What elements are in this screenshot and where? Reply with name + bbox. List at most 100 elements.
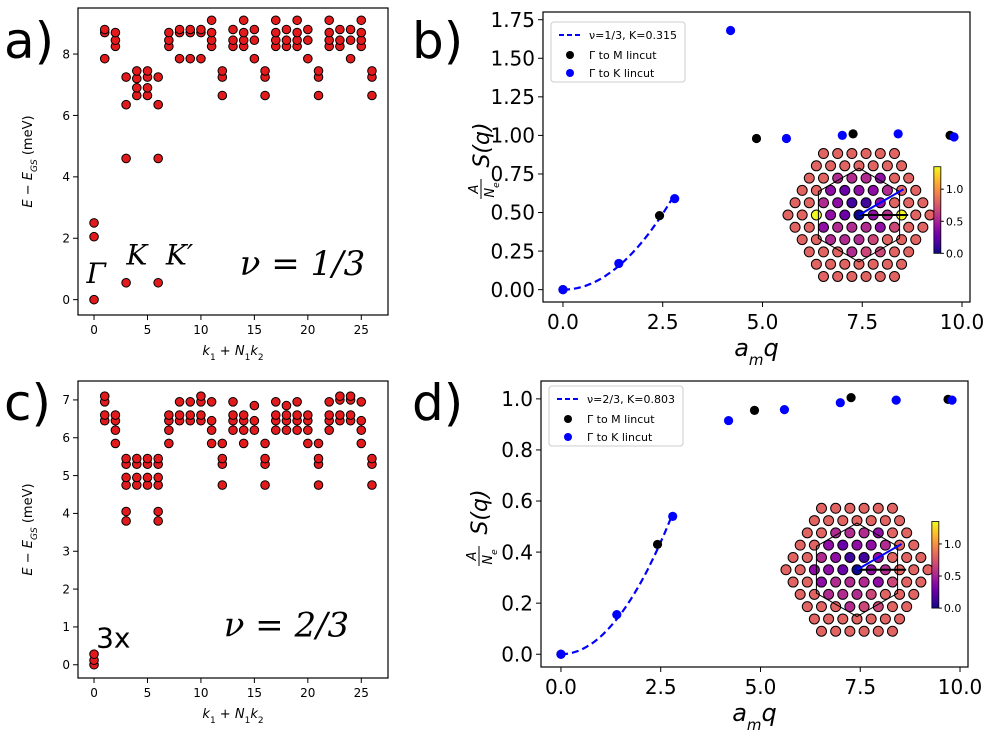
inset-site-d [872, 625, 884, 637]
data-point-c [313, 453, 324, 464]
data-point-c [217, 438, 228, 449]
inset-site-d [886, 551, 898, 563]
y-tick-label-c: 5 [62, 469, 70, 483]
inset-site-d [837, 539, 849, 551]
data-point-c [249, 400, 260, 411]
inset-site-d [844, 576, 856, 588]
inset-site-b [796, 234, 808, 246]
inset-d: 0.0 0.5 1.0 [780, 502, 962, 637]
legend-marker-b [566, 51, 574, 59]
inset-site-d [794, 588, 806, 600]
y-tick-label-b: 0.50 [490, 201, 535, 225]
x-tick-label-d: 7.5 [844, 675, 876, 699]
inset-site-d [858, 601, 870, 613]
data-point-c [356, 415, 367, 426]
data-point-a [324, 15, 335, 26]
colorbar-tick-label-b: 1.0 [946, 183, 964, 196]
x-tick-label-a: 10 [193, 323, 208, 337]
data-point-d-gm [652, 539, 663, 550]
y-label-sq-b: S(q) [470, 122, 495, 167]
data-point-a [356, 27, 367, 38]
data-point-a [164, 27, 174, 38]
data-point-a [345, 53, 356, 64]
inset-colorbar-d [931, 521, 940, 609]
x-axis-label-d: amq [732, 699, 777, 734]
panel-label-b: b) [412, 12, 463, 70]
plot-frame-b [542, 11, 971, 303]
colorbar-tick-label-d: 1.0 [944, 538, 962, 551]
inset-site-d [908, 588, 920, 600]
inset-site-d [901, 601, 913, 613]
data-point-c [303, 438, 313, 449]
data-point-a [292, 15, 302, 26]
data-point-a [174, 24, 185, 35]
inset-site-b [896, 258, 908, 270]
y-tick-label-b: 0.75 [490, 162, 535, 186]
inset-site-b [817, 148, 829, 160]
inset-site-b [867, 258, 879, 270]
data-point-d-gk [612, 610, 622, 620]
y-label-sq-d: S(q) [468, 489, 493, 534]
plot-frame-d [540, 380, 969, 668]
inset-site-d [815, 527, 827, 539]
data-point-a [142, 83, 153, 93]
inset-site-b [803, 197, 815, 209]
data-point-a [303, 24, 313, 35]
inset-colorbar-b [933, 166, 942, 254]
data-point-c [260, 453, 270, 464]
inset-site-b [888, 270, 900, 282]
inset-site-d [823, 564, 835, 576]
data-point-c [228, 410, 238, 420]
y-axis-label-a: E − EGS (meV) [21, 115, 40, 207]
y-tick-label-a: 6 [62, 109, 70, 123]
inset-site-b [860, 172, 872, 184]
data-point-a [260, 90, 270, 101]
data-point-c [110, 438, 121, 449]
inset-site-d [879, 588, 891, 600]
legend-box-b [550, 21, 686, 83]
legend-label-d: Γ to M lincut [587, 413, 655, 426]
fit-curve-b [562, 193, 676, 291]
inset-site-b [910, 234, 922, 246]
data-point-c [121, 516, 131, 526]
x-tick-label-c: 10 [193, 686, 208, 700]
data-point-d-gk [779, 405, 790, 415]
inset-site-b [874, 172, 886, 184]
data-point-c [367, 453, 377, 464]
inset-site-b [803, 172, 815, 184]
inset-site-d [830, 625, 842, 637]
data-point-c [153, 516, 163, 526]
x-axis-label-b: amq [734, 334, 779, 369]
inset-site-d [886, 625, 898, 637]
inset-site-b [789, 197, 801, 209]
data-point-b-gm [654, 211, 665, 221]
data-point-a [367, 66, 377, 76]
data-point-c [270, 397, 281, 407]
inset-site-d [901, 551, 913, 563]
inset-site-d [794, 564, 806, 576]
data-point-a [335, 35, 345, 46]
inset-site-d [815, 625, 827, 637]
x-tick-label-c: 0 [90, 686, 98, 700]
inset-site-d [808, 515, 820, 527]
x-tick-label-a: 5 [144, 323, 152, 337]
inset-site-b [888, 148, 900, 160]
data-point-c [131, 472, 142, 483]
inset-site-b [825, 209, 837, 221]
inset-site-d [858, 527, 870, 539]
inset-site-b [825, 184, 837, 196]
inset-site-d [837, 564, 849, 576]
colorbar-tick-label-d: 0.5 [944, 570, 962, 583]
inset-b: 0.0 0.5 1.0 [782, 148, 964, 282]
data-point-c [121, 506, 131, 517]
inset-site-b [803, 246, 815, 258]
data-point-c [238, 425, 249, 435]
x-tick-label-b: 2.5 [647, 310, 679, 334]
y-tick-label-d: 0.8 [501, 438, 533, 462]
data-point-a [174, 53, 185, 64]
colorbar-tick-label-b: 0.5 [946, 215, 964, 228]
data-point-a [292, 27, 302, 38]
inset-site-d [879, 515, 891, 527]
x-tick-label-d: 0.0 [545, 675, 577, 699]
data-point-c [270, 410, 281, 420]
